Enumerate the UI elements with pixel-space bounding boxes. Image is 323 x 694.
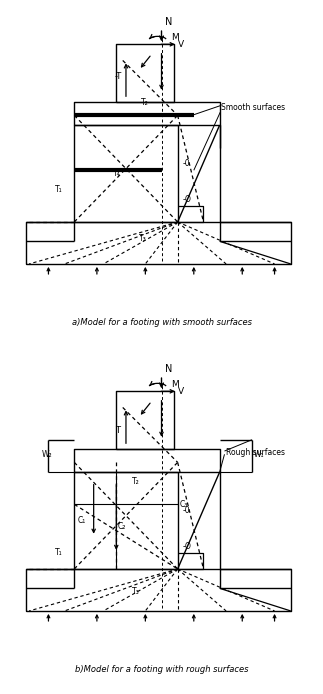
Text: Rough surfaces: Rough surfaces <box>226 448 285 457</box>
Text: T₃: T₃ <box>132 587 140 596</box>
Text: -0: -0 <box>182 507 190 516</box>
Text: -O: -O <box>182 542 191 551</box>
Text: C₃: C₃ <box>179 500 188 509</box>
Text: M: M <box>171 380 179 389</box>
Text: Smooth surfaces: Smooth surfaces <box>221 103 286 112</box>
Text: C₂: C₂ <box>118 523 126 532</box>
Text: -T: -T <box>115 72 122 81</box>
Text: W₂: W₂ <box>42 450 53 459</box>
Text: b)Model for a footing with rough surfaces: b)Model for a footing with rough surface… <box>75 665 248 674</box>
Text: N: N <box>165 364 172 373</box>
Text: T₂: T₂ <box>141 98 148 107</box>
Text: T₂: T₂ <box>132 477 140 486</box>
Text: T₄: T₄ <box>113 169 121 178</box>
Text: V: V <box>178 40 184 49</box>
Text: C₁: C₁ <box>78 516 86 525</box>
Text: W₁: W₁ <box>254 450 264 459</box>
Text: M: M <box>171 33 179 42</box>
Text: V: V <box>178 387 184 396</box>
Text: -0: -0 <box>182 160 190 169</box>
Text: -O: -O <box>182 195 191 204</box>
Text: a)Model for a footing with smooth surfaces: a)Model for a footing with smooth surfac… <box>71 318 252 327</box>
Text: T₁: T₁ <box>55 548 63 557</box>
Text: T₁: T₁ <box>55 185 63 194</box>
Text: T: T <box>115 425 120 434</box>
Text: T₃: T₃ <box>139 234 147 243</box>
Text: N: N <box>165 17 172 26</box>
